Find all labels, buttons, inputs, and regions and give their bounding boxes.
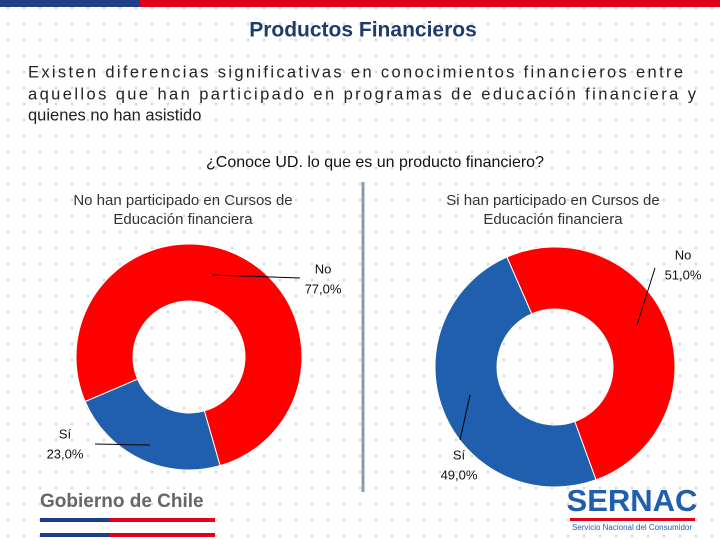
data-label: 77,0% [305,281,342,296]
data-label: 23,0% [47,446,84,461]
category-label: No [675,247,692,262]
body-text: Existen diferencias significativas en co… [28,63,683,81]
footer-right-sub: Servicio Nacional del Consumidor [572,523,692,532]
chart-subtitle: No han participado en Cursos de [73,192,292,209]
donut-segment [84,378,221,471]
body-text: aquellos que han participado en programa… [28,85,697,103]
footer-stripe [110,533,215,537]
leader-line [211,274,301,279]
leader-line [94,443,151,446]
data-label: 51,0% [665,267,702,282]
question: ¿Conoce UD. lo que es un producto financ… [206,154,544,171]
donut-segment [75,243,303,467]
footer-left: Gobierno de Chile [40,491,204,512]
top-stripe-blue [0,0,140,7]
footer-right: SERNAC [567,483,698,518]
slide-title: Productos Financieros [249,19,477,42]
donut-segment [506,246,676,481]
category-label: Sí [59,426,72,441]
footer-stripe [110,518,215,522]
footer-stripe [40,533,110,537]
leader-line [636,267,656,326]
chart-subtitle: Educación financiera [113,211,253,228]
donut-segment [434,256,597,488]
category-label: No [315,261,332,276]
body-text: quienes no han asistido [28,106,201,124]
category-label: Sí [453,447,466,462]
chart-subtitle: Educación financiera [483,211,623,228]
top-stripe-red [140,0,720,7]
data-label: 49,0% [441,467,478,482]
leader-line [459,394,471,441]
footer-stripe [40,518,110,522]
footer-stripe [570,518,695,521]
chart-subtitle: Si han participado en Cursos de [446,192,659,209]
